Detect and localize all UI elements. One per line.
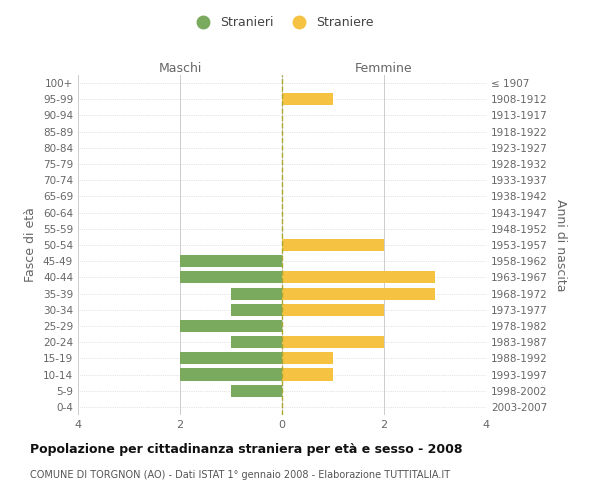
Y-axis label: Anni di nascita: Anni di nascita (554, 198, 567, 291)
Bar (180, 272, 282, 283)
Bar (231, 288, 282, 300)
Legend: Stranieri, Straniere: Stranieri, Straniere (185, 11, 379, 34)
Bar (180, 255, 282, 268)
Bar (282, 352, 333, 364)
Bar (231, 336, 282, 348)
Bar (180, 368, 282, 380)
Bar (282, 288, 435, 300)
Bar (282, 368, 333, 380)
Bar (231, 384, 282, 397)
Bar (282, 93, 333, 106)
Bar (231, 304, 282, 316)
Bar (282, 304, 384, 316)
Y-axis label: Fasce di età: Fasce di età (25, 208, 37, 282)
Bar (180, 352, 282, 364)
Bar (180, 320, 282, 332)
Bar (282, 239, 384, 251)
Text: Maschi: Maschi (158, 62, 202, 75)
Text: Femmine: Femmine (355, 62, 413, 75)
Text: COMUNE DI TORGNON (AO) - Dati ISTAT 1° gennaio 2008 - Elaborazione TUTTITALIA.IT: COMUNE DI TORGNON (AO) - Dati ISTAT 1° g… (30, 470, 450, 480)
Text: Popolazione per cittadinanza straniera per età e sesso - 2008: Popolazione per cittadinanza straniera p… (30, 442, 463, 456)
Bar (282, 272, 435, 283)
Bar (282, 336, 384, 348)
